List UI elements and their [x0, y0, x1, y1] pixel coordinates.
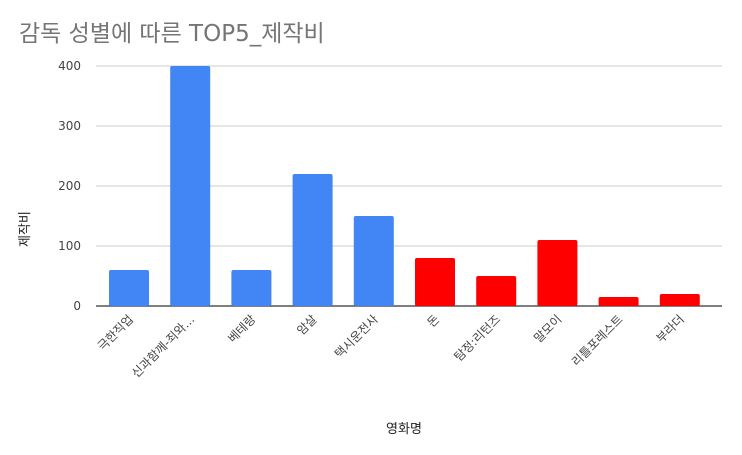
x-tick-label: 베테랑	[225, 312, 258, 345]
bar	[537, 240, 578, 306]
chart-title: 감독 성별에 따른 TOP5_제작비	[19, 21, 325, 47]
y-tick-label: 0	[73, 299, 81, 313]
y-axis-ticks: 0 100 200 300 400	[58, 59, 81, 313]
x-tick-label: 암살	[294, 312, 320, 338]
x-tick-label: 말모이	[531, 312, 564, 345]
bar	[109, 270, 149, 306]
y-tick-label: 300	[58, 119, 81, 133]
x-tick-label: 돈	[424, 312, 442, 330]
y-tick-label: 400	[58, 59, 81, 73]
bar	[231, 270, 272, 306]
x-axis-title: 영화명	[386, 422, 422, 437]
bar	[476, 276, 517, 306]
bar	[598, 297, 639, 306]
bars	[109, 66, 700, 306]
bar	[292, 174, 333, 306]
x-tick-label: 탐정:리턴즈	[452, 312, 504, 364]
x-tick-label: 리틀포레스트	[569, 312, 626, 369]
x-tick-label: 극한직업	[95, 312, 136, 353]
bar	[170, 66, 211, 306]
bar	[415, 258, 455, 306]
x-tick-label: 신과함께-죄와…	[129, 312, 197, 380]
y-tick-label: 100	[58, 239, 81, 253]
bar	[659, 294, 700, 306]
x-tick-label: 택시운전사	[332, 312, 381, 361]
y-tick-label: 200	[58, 179, 81, 193]
y-axis-title: 제작비	[18, 211, 33, 247]
x-tick-label: 부라더	[654, 312, 687, 345]
bar	[353, 216, 394, 306]
